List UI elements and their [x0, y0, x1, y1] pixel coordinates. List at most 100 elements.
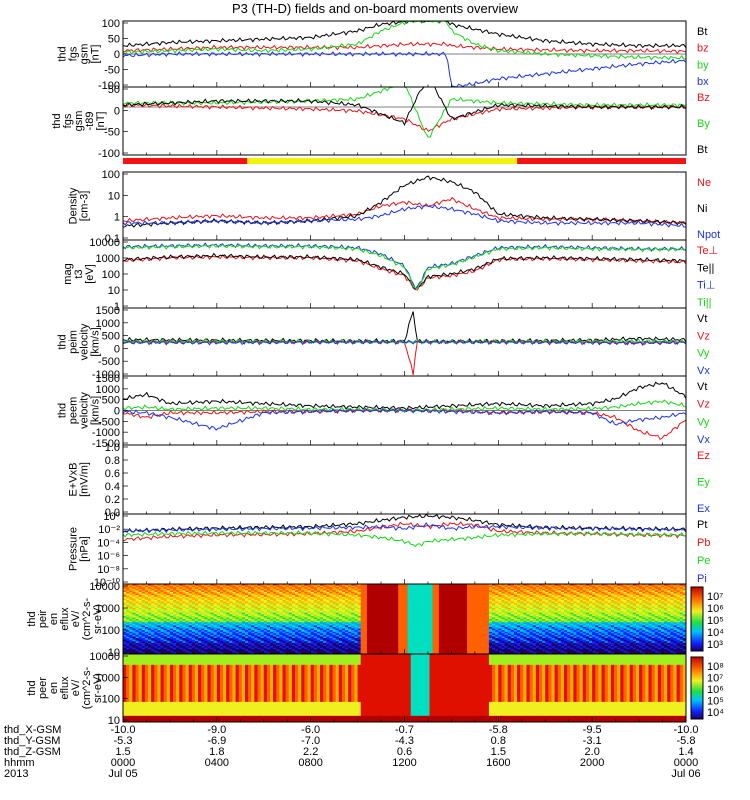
heatmap-cell	[123, 609, 127, 612]
heatmap-cell	[129, 634, 133, 637]
heatmap-cell	[129, 585, 133, 588]
y-tick-label: 10⁻⁶	[97, 551, 120, 563]
heatmap-cell	[129, 646, 133, 649]
heatmap-cell	[123, 595, 127, 598]
heatmap-cell	[132, 587, 137, 590]
heatmap-cell	[129, 601, 133, 604]
y-tick-label: 1	[114, 212, 120, 224]
panel-pressure: PtPbPePi10⁰10⁻²10⁻⁴10⁻⁶10⁻⁸10⁻¹⁰Pressure…	[68, 511, 711, 589]
legend-entry: Vz	[697, 399, 710, 411]
heatmap-cell	[132, 612, 137, 615]
heatmap-cell	[132, 622, 137, 625]
heatmap-cell	[123, 644, 127, 647]
heatmap-cell	[123, 587, 127, 590]
y-tick-label: 1000	[96, 384, 120, 396]
heatmap-cell	[126, 649, 130, 652]
heatmap-cell	[135, 595, 140, 598]
heatmap-cell	[129, 609, 133, 612]
y-tick-label: 50	[108, 34, 120, 46]
y-tick-label: -1500	[92, 438, 120, 450]
heatmap-cell	[135, 590, 140, 593]
heatmap-cell	[132, 631, 137, 634]
heatmap-cell	[132, 649, 137, 652]
y-axis-label-line: fgs	[62, 113, 74, 128]
legend-entry: Bz	[697, 92, 710, 104]
legend-entry: Pe	[697, 555, 710, 567]
heatmap-cell	[135, 609, 140, 612]
heatmap-cell	[126, 614, 130, 617]
heatmap-cell	[123, 619, 127, 622]
series-line-fgs-2	[122, 20, 687, 61]
y-axis-label-line: [nT]	[95, 112, 107, 131]
heatmap-cell	[129, 638, 133, 641]
heatmap-cell	[126, 652, 130, 655]
heatmap-cell	[129, 595, 133, 598]
y-tick-label: 0	[114, 105, 120, 117]
legend-entry: Bt	[697, 26, 707, 38]
series-line-fgs_t89-1	[122, 86, 687, 138]
heatmap-cell	[129, 636, 133, 639]
heatmap-cell	[129, 591, 133, 595]
heatmap-cell	[135, 615, 140, 618]
y-tick-label: 10	[108, 190, 120, 202]
heatmap-cell	[126, 620, 130, 623]
y-axis-label-line: thd	[57, 403, 69, 418]
heatmap-cell	[129, 607, 133, 610]
heatmap-cell	[132, 623, 137, 626]
series-line-fgs_t89-2	[122, 86, 687, 127]
heatmap-cell	[126, 609, 130, 612]
heatmap-cell	[135, 612, 140, 615]
series-line-peem_velocity-1	[122, 407, 687, 440]
legend-entry: Ez	[697, 450, 710, 462]
heatmap-cell	[135, 633, 140, 636]
legend-entry: Ex	[697, 503, 710, 515]
y-tick-label: 0.6	[105, 468, 120, 480]
y-tick-label: 0	[114, 343, 120, 355]
heatmap-cell	[123, 598, 127, 601]
heatmap-cell	[129, 622, 133, 625]
heatmap-cell	[126, 625, 130, 628]
legend-entry: bx	[697, 76, 709, 88]
heatmap-cell	[129, 612, 133, 615]
y-axis-label-line: -t89	[84, 112, 96, 131]
y-tick-label: 10⁻²	[98, 524, 120, 536]
heatmap-cell	[129, 639, 133, 642]
series-line-fgs-1	[122, 41, 687, 55]
heatmap-cell	[123, 630, 127, 633]
y-tick-label: 500	[102, 395, 120, 407]
legend-entry: Pt	[697, 519, 707, 531]
heatmap-cell	[135, 593, 140, 596]
heatmap-cell	[123, 652, 127, 655]
heatmap-cell	[132, 639, 137, 642]
heatmap-cell	[135, 626, 140, 630]
y-axis-label-line: fgs	[68, 46, 80, 61]
heatmap-cell	[126, 584, 130, 587]
legend-entry: Ni	[697, 203, 707, 215]
heatmap-cell	[129, 593, 133, 596]
heatmap-cell	[135, 630, 140, 633]
heatmap-cell	[135, 639, 140, 642]
heatmap-cell	[132, 650, 137, 653]
y-axis-label-line: [km/s]	[90, 327, 102, 356]
y-tick-label: 0.2	[105, 494, 120, 506]
series-line-density-2	[122, 203, 687, 228]
heatmap-cell	[129, 588, 133, 591]
y-axis-label-line: [cm-3]	[79, 191, 91, 222]
y-tick-label: 100	[102, 169, 120, 181]
y-tick-label: 100	[102, 18, 120, 30]
heatmap-cell	[126, 628, 130, 631]
series-line-density-0	[122, 196, 687, 226]
heatmap-cell	[135, 603, 140, 606]
heatmap-cell	[135, 598, 140, 601]
heatmap-cell	[123, 615, 127, 618]
heatmap-cell	[126, 587, 130, 590]
heatmap-cell	[129, 619, 133, 622]
series-line-temperature-3	[122, 243, 687, 289]
series-line-peem_velocity-0	[123, 381, 687, 411]
heatmap-cell	[126, 607, 130, 610]
heatmap-cell	[129, 606, 133, 609]
heatmap-cell	[135, 625, 140, 628]
heatmap-cell	[129, 614, 133, 617]
heatmap-cell	[126, 647, 130, 650]
